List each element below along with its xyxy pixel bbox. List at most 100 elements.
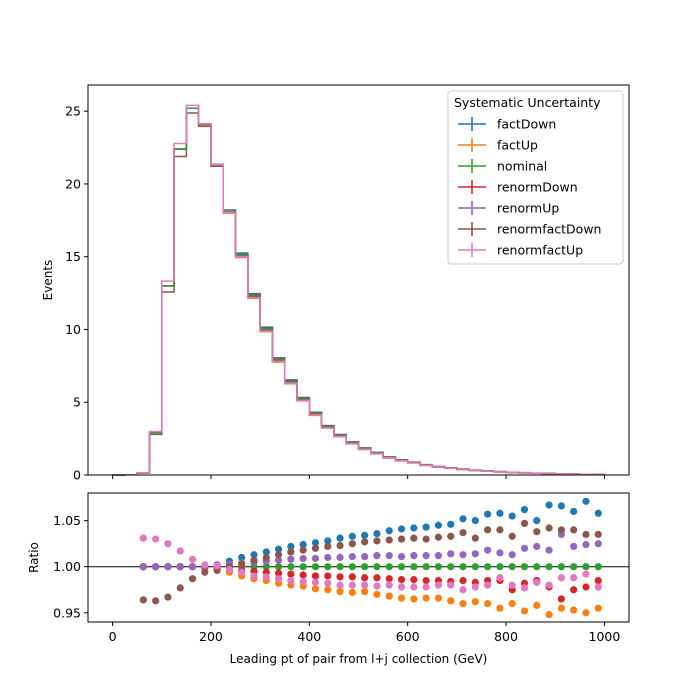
ratio-point [287,542,295,551]
ratio-point [594,509,602,517]
ratio-point [508,512,516,520]
ratio-point [410,524,418,532]
main-panel-frame [87,84,630,476]
main-y-axis-label: Events [41,260,55,301]
main-y-tick-label: 25 [65,104,81,119]
ratio-point [422,563,430,571]
ratio-point [336,581,344,589]
ratio-point [139,563,147,571]
ratio-point [484,599,492,608]
ratio-point [496,549,504,557]
ratio-point [299,554,307,563]
ratio-point [594,530,602,539]
ratio-point [361,538,369,546]
ratio-point [152,535,160,543]
ratio-point [508,599,516,608]
legend-label: renormUp [497,201,559,216]
ratio-point [397,576,406,584]
ratio-point [373,574,381,582]
histogram-layer [112,104,606,476]
ratio-point [324,542,332,551]
ratio-point [324,586,332,594]
ratio-point [434,533,443,541]
ratio-point [299,541,307,549]
main-y-axis: 0 5 10 15 20 25 [65,104,88,483]
ratio-point [373,590,381,598]
ratio-point [434,594,443,602]
ratio-x-axis: 0 200 400 600 800 1000 [109,622,620,644]
ratio-point [152,563,160,571]
ratio-point [336,563,344,571]
legend-entry-renormUp: renormUp [458,201,559,216]
ratio-point [484,563,492,571]
ratio-point [397,535,406,543]
ratio-point [447,520,455,528]
ratio-point [484,581,492,589]
ratio-point [447,550,455,558]
ratio-point [533,542,541,551]
ratio-point [274,569,283,577]
ratio-point [447,532,455,540]
ratio-point [422,523,430,531]
ratio-point [361,581,369,589]
ratio-y-axis: 0.95 1.00 1.05 [53,513,88,620]
ratio-point [434,581,443,589]
ratio-point [274,551,283,559]
ratio-point [385,563,393,571]
ratio-point [570,542,578,551]
ratio-point [238,568,246,576]
ratio-point [373,529,381,538]
ratio-point [324,572,332,580]
ratio-point [225,565,233,574]
ratio-point [299,571,307,579]
ratio-point [164,593,172,601]
ratio-point [582,570,590,578]
x-tick-label: 400 [297,629,321,644]
main-panel: 0 5 10 15 20 25 Events [41,84,630,483]
ratio-point [594,540,602,548]
histogram-renormfactUp [112,104,606,476]
ratio-point [582,541,590,549]
ratio-point [373,563,381,571]
ratio-point [459,563,467,571]
ratio-point [262,563,270,571]
ratio-point [410,563,418,571]
ratio-point [545,524,553,532]
ratio-point [471,563,479,571]
ratio-point [496,563,504,571]
ratio-point [422,583,430,591]
ratio-series-renormfactDown [139,519,602,605]
ratio-point [262,553,270,562]
ratio-point [459,586,467,594]
ratio-point [520,607,529,615]
ratio-point [201,568,209,576]
ratio-points-layer [139,497,602,619]
ratio-panel: 0.95 1.00 1.05 0 200 400 600 800 1000 Ratio Lea… [27,492,630,666]
x-tick-label: 200 [199,629,223,644]
ratio-point [164,540,172,548]
ratio-point [459,551,467,559]
main-x-ticks [112,475,605,479]
x-tick-label: 600 [396,629,420,644]
ratio-point [397,563,406,571]
ratio-point [188,563,197,571]
ratio-point [471,550,479,558]
ratio-point [520,544,529,552]
ratio-point [385,536,393,544]
ratio-point [582,563,590,571]
ratio-point [250,551,258,559]
ratio-point [459,529,467,537]
ratio-point [152,597,160,605]
ratio-point [348,540,356,548]
ratio-point [471,583,479,591]
ratio-point [311,539,320,547]
ratio-point [484,510,492,518]
ratio-point [508,532,516,540]
ratio-point [348,532,356,540]
ratio-point [238,553,246,562]
ratio-point [274,545,283,553]
legend-entry-renormfactDown: renormfactDown [458,222,601,237]
ratio-point [397,583,406,591]
ratio-point [299,563,307,571]
legend-label: nominal [497,159,547,174]
